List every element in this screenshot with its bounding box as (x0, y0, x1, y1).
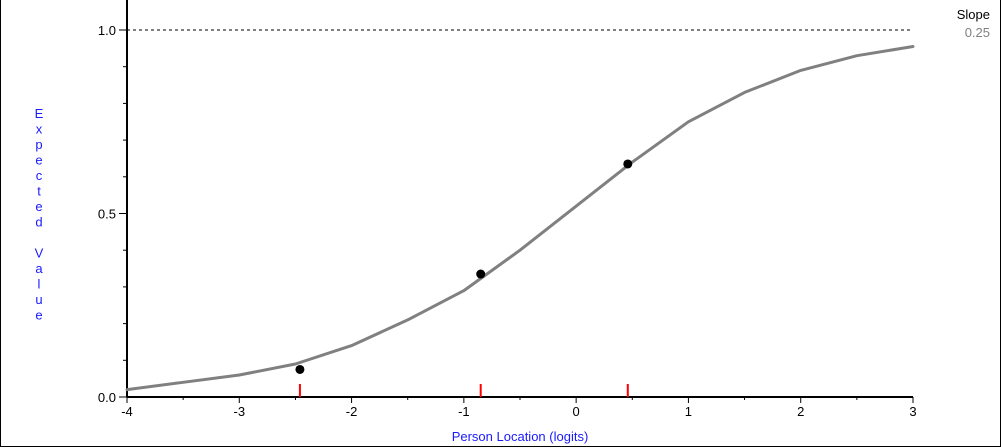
y-axis-title-letter: x (36, 122, 43, 137)
x-tick-label: 0 (573, 404, 580, 419)
observed-point-layer (295, 159, 633, 374)
y-axis-title-letter: V (35, 246, 44, 261)
y-tick-label: 0.0 (98, 390, 116, 405)
x-tick-label: -4 (121, 404, 133, 419)
x-tick-label: 1 (685, 404, 692, 419)
x-tick-label: -2 (346, 404, 358, 419)
tick-label-layer: -4 -3 -2 -1 0 1 2 3 0.0 0.5 1.0 (98, 23, 917, 419)
y-axis-title-letter: e (35, 199, 42, 214)
y-axis-title-letter: u (35, 292, 42, 307)
y-axis-title-letter: a (35, 261, 43, 276)
y-axis-title-letter: t (37, 184, 41, 199)
y-axis-title-letter: c (36, 168, 43, 183)
expected-value-curve (125, 45, 915, 392)
x-axis-title: Person Location (logits) (452, 429, 589, 444)
observed-point (295, 364, 305, 374)
curve-layer (125, 45, 915, 392)
axes (119, 0, 914, 403)
y-tick-label: 1.0 (98, 23, 116, 38)
y-tick-label: 0.5 (98, 207, 116, 222)
y-axis-title-letter: d (35, 215, 42, 230)
x-tick-label: -1 (458, 404, 470, 419)
x-tick-label: -3 (234, 404, 246, 419)
observed-point (623, 159, 633, 169)
slope-legend-title: Slope (957, 7, 990, 22)
x-tick-label: 3 (909, 404, 916, 419)
y-axis-title-letter: e (35, 308, 42, 323)
x-tick-label: 2 (797, 404, 804, 419)
y-axis-title-letter: l (38, 277, 41, 292)
observed-point (476, 269, 486, 279)
slope-legend-value: 0.25 (965, 25, 990, 40)
class-mark-layer (298, 384, 629, 397)
y-axis-title-letter: e (35, 153, 42, 168)
y-axis-title-letter: p (35, 137, 42, 152)
y-axis-title-letter: E (35, 106, 44, 121)
